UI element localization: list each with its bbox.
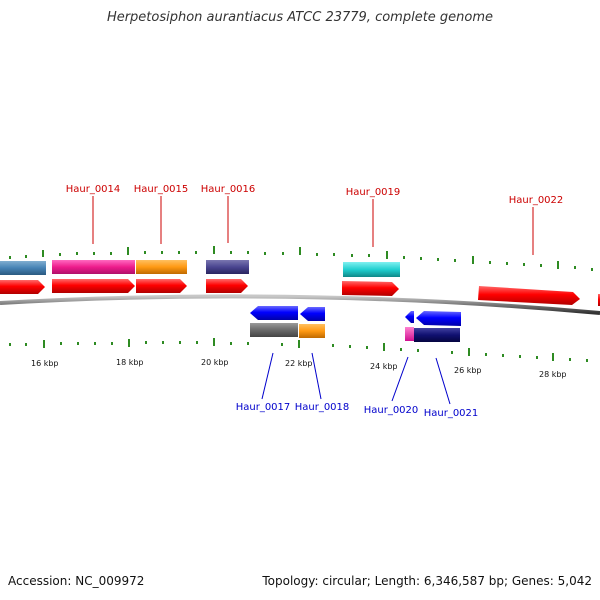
cds-arrow xyxy=(405,311,414,323)
scale-labels: 16 kbp 18 kbp 20 kbp 22 kbp 24 kbp 26 kb… xyxy=(31,358,567,379)
scale-label: 18 kbp xyxy=(116,358,144,367)
gene-label-haur-0016[interactable]: Haur_0016 xyxy=(201,184,256,195)
cds-arrow xyxy=(342,281,399,296)
scale-label: 16 kbp xyxy=(31,359,59,368)
gene-label-haur-0017[interactable]: Haur_0017 xyxy=(236,402,291,413)
scale-label: 28 kbp xyxy=(539,370,567,379)
gene-label-haur-0014[interactable]: Haur_0014 xyxy=(66,184,121,195)
category-block xyxy=(250,323,298,337)
gene-label-haur-0018[interactable]: Haur_0018 xyxy=(295,402,350,413)
gene-label-haur-0021[interactable]: Haur_0021 xyxy=(424,408,479,419)
cds-arrow xyxy=(478,286,580,305)
gene-label-haur-0022[interactable]: Haur_0022 xyxy=(509,195,564,206)
gene-label-haur-0015[interactable]: Haur_0015 xyxy=(134,184,189,195)
cds-arrow xyxy=(300,307,325,321)
gene-label-haur-0020[interactable]: Haur_0020 xyxy=(364,405,419,416)
category-block xyxy=(0,261,46,275)
genome-summary-text: Topology: circular; Length: 6,346,587 bp… xyxy=(262,574,592,588)
scale-label: 26 kbp xyxy=(454,366,482,375)
accession-text: Accession: NC_009972 xyxy=(8,574,145,588)
category-block xyxy=(52,260,135,274)
map-title: Herpetosiphon aurantiacus ATCC 23779, co… xyxy=(106,10,494,25)
forward-gene-labels xyxy=(92,196,534,255)
category-block xyxy=(206,260,249,274)
gene-label-haur-0019[interactable]: Haur_0019 xyxy=(346,187,401,198)
cds-arrow xyxy=(52,279,135,293)
cds-arrow xyxy=(206,279,248,293)
category-ring-outer xyxy=(0,260,400,277)
scale-label: 24 kbp xyxy=(370,362,398,371)
category-block xyxy=(414,328,460,342)
genome-backbone xyxy=(0,294,600,315)
cds-arrow xyxy=(136,279,187,293)
scale-label: 20 kbp xyxy=(201,358,229,367)
category-ring-inner xyxy=(250,323,460,342)
forward-cds-ring xyxy=(0,279,600,306)
category-block xyxy=(136,260,187,274)
scale-label: 22 kbp xyxy=(285,359,313,368)
category-block xyxy=(343,262,400,277)
reverse-gene-labels xyxy=(261,352,451,405)
inner-ticks xyxy=(9,338,588,362)
outer-ticks xyxy=(9,246,593,271)
cds-arrow xyxy=(416,311,461,326)
reverse-cds-ring xyxy=(250,306,461,326)
cds-arrow xyxy=(0,280,45,294)
category-block xyxy=(405,327,414,341)
category-block xyxy=(299,324,325,338)
cds-arrow xyxy=(250,306,298,320)
